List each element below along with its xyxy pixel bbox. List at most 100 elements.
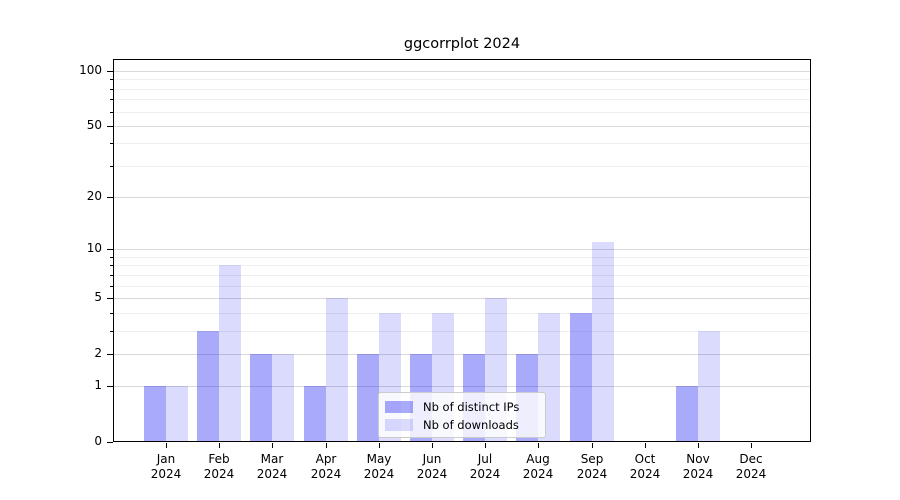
- x-tick-month: Jan: [156, 452, 176, 466]
- x-tick-mark: [379, 443, 380, 448]
- y-minor-tick-mark: [110, 79, 113, 81]
- y-minor-tick-mark: [110, 312, 113, 314]
- x-tick-label: Sep 2024: [562, 452, 622, 482]
- x-tick-month: Oct: [634, 452, 656, 466]
- x-tick-month: Sep: [580, 452, 604, 466]
- bar-distinct-ips: [676, 386, 698, 441]
- x-tick-year: 2024: [469, 467, 501, 481]
- major-gridline: [114, 197, 810, 199]
- y-tick-mark: [107, 297, 113, 299]
- y-tick-mark: [107, 442, 113, 443]
- x-tick-label: May 2024: [349, 452, 409, 482]
- y-tick-label: 10: [86, 241, 102, 256]
- x-tick-year: 2024: [682, 467, 714, 481]
- x-tick-mark: [485, 443, 486, 448]
- major-gridline: [114, 353, 810, 355]
- y-tick-mark: [107, 197, 113, 199]
- major-gridline: [114, 386, 810, 388]
- minor-gridline: [114, 265, 810, 267]
- x-tick-mark: [326, 443, 327, 448]
- x-tick-year: 2024: [416, 467, 448, 481]
- bar-distinct-ips: [144, 386, 166, 441]
- bar-distinct-ips: [357, 353, 379, 441]
- y-minor-tick-mark: [110, 285, 113, 287]
- plot-area: [113, 59, 811, 442]
- major-gridline: [114, 297, 810, 299]
- x-tick-label: Jul 2024: [455, 452, 515, 482]
- chart-title: ggcorrplot 2024: [403, 36, 521, 52]
- bar-downloads: [592, 242, 614, 441]
- x-tick-year: 2024: [735, 467, 767, 481]
- x-tick-year: 2024: [256, 467, 288, 481]
- x-tick-label: Apr 2024: [296, 452, 356, 482]
- minor-gridline: [114, 99, 810, 101]
- y-minor-tick-mark: [110, 165, 113, 167]
- minor-gridline: [114, 256, 810, 258]
- x-tick-label: Jan 2024: [136, 452, 196, 482]
- x-tick-mark: [645, 443, 646, 448]
- x-tick-mark: [538, 443, 539, 448]
- y-minor-tick-mark: [110, 88, 113, 90]
- y-tick-label: 0: [94, 434, 102, 448]
- y-tick-label: 100: [79, 63, 102, 77]
- x-tick-mark: [592, 443, 593, 448]
- major-gridline: [114, 125, 810, 127]
- bar-downloads: [272, 353, 294, 441]
- x-tick-month: Dec: [739, 452, 763, 466]
- x-tick-year: 2024: [522, 467, 554, 481]
- x-tick-year: 2024: [310, 467, 342, 481]
- legend-item-downloads: Nb of downloads: [385, 416, 537, 434]
- y-tick-mark: [107, 71, 113, 72]
- x-tick-mark: [272, 443, 273, 448]
- x-tick-mark: [751, 443, 752, 448]
- bar-distinct-ips: [197, 330, 219, 441]
- x-tick-mark: [698, 443, 699, 448]
- legend-label-distinct-ips: Nb of distinct IPs: [423, 400, 520, 414]
- legend-swatch-distinct-ips: [385, 401, 413, 413]
- minor-gridline: [114, 312, 810, 314]
- major-gridline: [114, 71, 810, 72]
- y-minor-tick-mark: [110, 256, 113, 258]
- legend-label-downloads: Nb of downloads: [423, 418, 519, 432]
- x-tick-month: Nov: [686, 452, 710, 466]
- bar-downloads: [219, 265, 241, 441]
- x-tick-label: Aug 2024: [508, 452, 568, 482]
- y-tick-label: 2: [94, 345, 102, 360]
- y-tick-mark: [107, 249, 113, 251]
- minor-gridline: [114, 143, 810, 145]
- x-tick-month: May: [366, 452, 392, 466]
- y-tick-label: 5: [94, 289, 102, 304]
- minor-gridline: [114, 88, 810, 90]
- y-minor-tick-mark: [110, 99, 113, 101]
- y-minor-tick-mark: [110, 330, 113, 332]
- y-tick-mark: [107, 353, 113, 355]
- bar-downloads: [166, 386, 188, 441]
- x-tick-year: 2024: [363, 467, 395, 481]
- y-tick-label: 50: [86, 117, 102, 132]
- minor-gridline: [114, 274, 810, 276]
- x-tick-mark: [166, 443, 167, 448]
- bar-downloads: [698, 330, 720, 441]
- y-tick-label: 1: [94, 378, 102, 393]
- legend: Nb of distinct IPs Nb of downloads: [378, 392, 546, 438]
- y-tick-label: 20: [86, 189, 102, 204]
- y-minor-tick-mark: [110, 265, 113, 267]
- x-tick-year: 2024: [203, 467, 235, 481]
- x-tick-label: Oct 2024: [615, 452, 675, 482]
- x-tick-mark: [432, 443, 433, 448]
- x-tick-month: Aug: [526, 452, 550, 466]
- bar-distinct-ips: [304, 386, 326, 441]
- legend-item-distinct-ips: Nb of distinct IPs: [385, 398, 537, 416]
- y-minor-tick-mark: [110, 111, 113, 113]
- x-tick-year: 2024: [629, 467, 661, 481]
- legend-swatch-downloads: [385, 419, 413, 431]
- x-tick-label: Mar 2024: [242, 452, 302, 482]
- bar-distinct-ips: [570, 312, 592, 441]
- minor-gridline: [114, 285, 810, 287]
- minor-gridline: [114, 111, 810, 113]
- y-minor-tick-mark: [110, 143, 113, 145]
- minor-gridline: [114, 165, 810, 167]
- x-tick-month: Jun: [422, 452, 442, 466]
- bar-downloads: [326, 297, 348, 441]
- y-minor-tick-mark: [110, 274, 113, 276]
